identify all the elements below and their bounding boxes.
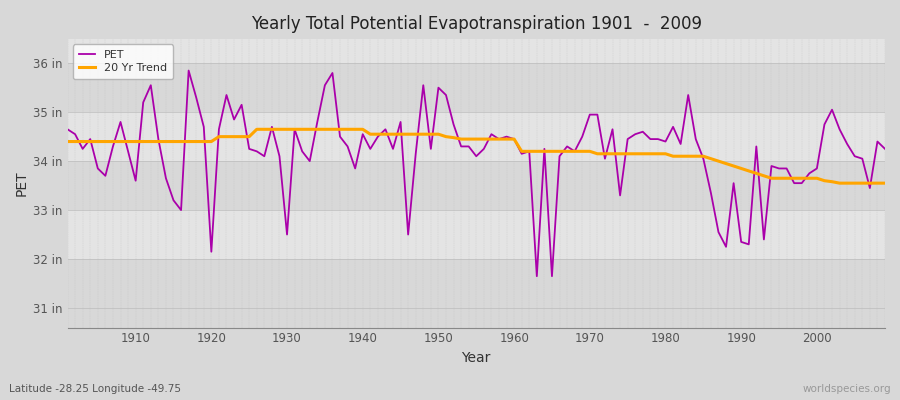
20 Yr Trend [879,181,890,186]
20 Yr Trend [517,149,527,154]
PET [531,274,542,278]
Line: 20 Yr Trend: 20 Yr Trend [68,129,885,183]
PET [122,149,133,154]
PET [879,146,890,151]
PET [342,144,353,149]
Bar [68,259,885,308]
Bar [68,210,885,259]
20 Yr Trend [834,181,845,186]
20 Yr Trend [297,127,308,132]
Line: PET: PET [68,70,885,276]
20 Yr Trend [342,127,353,132]
Bar [68,161,885,210]
PET [615,193,626,198]
20 Yr Trend [608,151,618,156]
PET [517,151,527,156]
Legend: PET, 20 Yr Trend: PET, 20 Yr Trend [73,44,173,79]
Title: Yearly Total Potential Evapotranspiration 1901  -  2009: Yearly Total Potential Evapotranspiratio… [251,15,702,33]
PET [62,127,73,132]
Bar [68,112,885,161]
20 Yr Trend [251,127,262,132]
Bar [68,63,885,112]
Bar [68,39,885,63]
20 Yr Trend [62,139,73,144]
X-axis label: Year: Year [462,351,491,365]
Y-axis label: PET: PET [15,170,29,196]
PET [508,137,519,142]
Bar [68,308,885,328]
20 Yr Trend [122,139,133,144]
Text: worldspecies.org: worldspecies.org [803,384,891,394]
Text: Latitude -28.25 Longitude -49.75: Latitude -28.25 Longitude -49.75 [9,384,181,394]
PET [184,68,194,73]
20 Yr Trend [508,137,519,142]
PET [297,149,308,154]
